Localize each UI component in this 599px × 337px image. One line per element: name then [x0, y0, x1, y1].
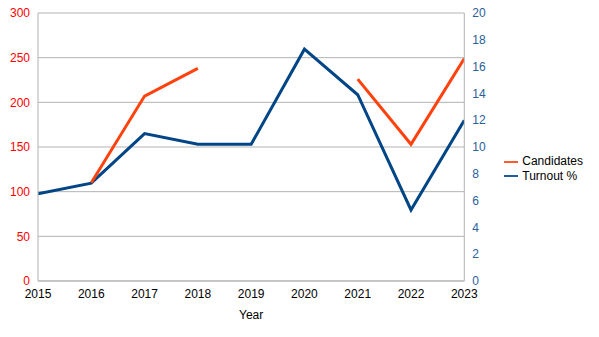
svg-text:20: 20: [472, 6, 486, 20]
svg-text:8: 8: [472, 167, 479, 181]
svg-text:2019: 2019: [238, 287, 265, 301]
svg-text:6: 6: [472, 194, 479, 208]
svg-text:2015: 2015: [25, 287, 52, 301]
svg-text:18: 18: [472, 33, 486, 47]
svg-text:250: 250: [10, 51, 30, 65]
svg-text:Year: Year: [239, 308, 263, 322]
svg-text:200: 200: [10, 96, 30, 110]
svg-text:150: 150: [10, 140, 30, 154]
svg-text:100: 100: [10, 185, 30, 199]
svg-text:50: 50: [17, 230, 31, 244]
svg-text:2018: 2018: [185, 287, 212, 301]
svg-text:2016: 2016: [78, 287, 105, 301]
svg-text:2017: 2017: [131, 287, 158, 301]
svg-text:0: 0: [23, 274, 30, 288]
svg-text:10: 10: [472, 140, 486, 154]
svg-text:4: 4: [472, 221, 479, 235]
svg-text:16: 16: [472, 60, 486, 74]
svg-text:0: 0: [472, 274, 479, 288]
svg-text:2021: 2021: [344, 287, 371, 301]
svg-text:300: 300: [10, 6, 30, 20]
svg-text:14: 14: [472, 87, 486, 101]
svg-text:2020: 2020: [291, 287, 318, 301]
svg-text:2023: 2023: [451, 287, 478, 301]
html-text:Candidates: Candidates: [522, 153, 583, 168]
svg-text:2022: 2022: [398, 287, 425, 301]
svg-text:12: 12: [472, 113, 486, 127]
svg-text:2: 2: [472, 247, 479, 261]
html-text:Turnout %: Turnout %: [522, 168, 578, 183]
